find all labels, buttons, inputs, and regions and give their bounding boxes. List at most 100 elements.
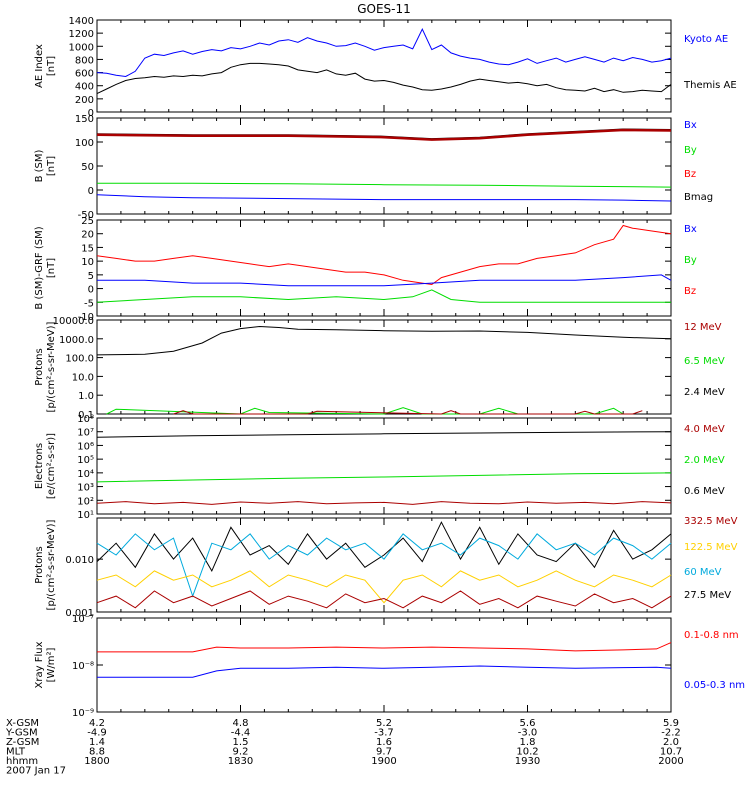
series-line xyxy=(96,128,672,141)
x-row-label: X-GSM xyxy=(6,718,39,729)
y-axis-unit: [p/(cm²-s-sr-MeV)] xyxy=(46,519,57,610)
legend-entry: 12 MeV xyxy=(684,322,722,333)
x-row-value: 1800 xyxy=(84,756,109,767)
panel-1: 0 200 400 600 800 1000 1200 1400 AE Index [nT] Kyo… xyxy=(34,16,737,119)
x-row-value: 1.6 xyxy=(376,737,392,748)
series-line xyxy=(106,407,624,415)
x-row-value: 9.7 xyxy=(376,747,392,758)
y-tick-label: 0.001 xyxy=(65,608,94,619)
x-row-value: -2.2 xyxy=(661,728,681,739)
plot-title: GOES-11 xyxy=(357,2,411,16)
y-tick-label: 10⁶ xyxy=(77,441,94,452)
legend-entry: Bz xyxy=(684,169,696,180)
x-row-value: 1930 xyxy=(515,756,540,767)
y-axis-label: AE Index xyxy=(34,44,45,88)
x-row-value: 10.2 xyxy=(516,747,538,758)
x-row-value: 5.2 xyxy=(376,718,392,729)
legend-entry: 60 MeV xyxy=(684,567,722,578)
x-row-label: Z-GSM xyxy=(6,737,39,748)
x-row-value: 5.6 xyxy=(520,718,536,729)
y-tick-label: 10000.0 xyxy=(53,316,94,327)
y-tick-label: 20 xyxy=(81,230,94,241)
series-line xyxy=(96,521,672,573)
y-tick-label: 10⁷ xyxy=(77,428,94,439)
panel-2: -50 0 50 100 150 B (SM) [nT] Bx By Bz Bmag xyxy=(34,114,713,221)
y-tick-label: 600 xyxy=(75,69,94,80)
y-tick-label: 10⁵ xyxy=(77,455,94,466)
series-line xyxy=(97,665,672,678)
x-row-value: 1.5 xyxy=(233,737,249,748)
y-tick-label: 0.010 xyxy=(65,555,94,566)
series-line xyxy=(96,224,672,286)
y-tick-label: 50 xyxy=(81,162,94,173)
series-line xyxy=(96,289,671,303)
panel-frame xyxy=(96,219,672,317)
legend-entry: 6.5 MeV xyxy=(684,356,725,367)
date-label: 2007 Jan 17 xyxy=(6,766,66,777)
panel-frame xyxy=(96,617,672,713)
y-tick-label: 100 xyxy=(75,138,94,149)
legend-entry: 0.6 MeV xyxy=(684,486,725,497)
legend-entry: By xyxy=(684,255,697,266)
y-tick-label: 100.0 xyxy=(65,354,94,365)
y-axis-label: B (SM) xyxy=(34,149,45,182)
x-row-value: 10.7 xyxy=(660,747,682,758)
y-axis-label: Protons xyxy=(34,546,45,583)
x-row-value: 1.8 xyxy=(520,737,536,748)
x-row-value: 2.0 xyxy=(663,737,679,748)
x-row-value: -3.0 xyxy=(518,728,538,739)
legend-entry: 0.1-0.8 nm xyxy=(684,630,739,641)
x-row-value: 5.9 xyxy=(663,718,679,729)
y-tick-label: 1000.0 xyxy=(59,335,94,346)
y-tick-label: 10¹ xyxy=(77,510,94,521)
series-line xyxy=(97,642,672,653)
legend-entry: Bz xyxy=(684,286,696,297)
legend-entry: Bx xyxy=(684,224,697,235)
series-line xyxy=(96,62,672,95)
y-axis-label: B (SM)-GRF (SM) xyxy=(34,226,45,309)
y-tick-label: -5 xyxy=(84,298,94,309)
legend-entry: 0.05-0.3 nm xyxy=(684,680,745,691)
panel-frame xyxy=(96,19,672,113)
legend-entry: 27.5 MeV xyxy=(684,590,731,601)
x-row-value: -4.9 xyxy=(87,728,107,739)
panel-6: 0.001 0.010 Protons [p/(cm²-s-sr-MeV)] 332.5… xyxy=(34,516,738,619)
y-tick-label: 10⁻⁷ xyxy=(72,614,94,625)
x-row-value: 1.4 xyxy=(89,737,105,748)
x-row-value: -3.7 xyxy=(374,728,394,739)
series-line xyxy=(96,472,672,483)
y-tick-label: -50 xyxy=(78,210,94,221)
x-row-value: 9.2 xyxy=(233,747,249,758)
series-line xyxy=(173,410,643,415)
y-tick-label: 200 xyxy=(75,95,94,106)
series-line xyxy=(96,431,672,438)
panel-4: 0.1 1.0 10.0 100.0 1000.0 10000.0 Protons [p/(c… xyxy=(34,316,725,421)
legend-entry: 332.5 MeV xyxy=(684,516,738,527)
x-row-value: 1830 xyxy=(228,756,253,767)
legend-entry: 122.5 MeV xyxy=(684,542,738,553)
y-tick-label: 10² xyxy=(77,496,94,507)
y-tick-label: 1200 xyxy=(69,29,94,40)
legend-entry: Themis AE xyxy=(683,80,737,91)
y-axis-label: Xray Flux xyxy=(34,641,45,688)
y-tick-label: 150 xyxy=(75,114,94,125)
x-row-value: 8.8 xyxy=(89,747,105,758)
x-row-value: 2000 xyxy=(658,756,683,767)
series-line xyxy=(96,325,672,356)
y-tick-label: 0 xyxy=(88,186,94,197)
legend-entry: 2.0 MeV xyxy=(684,455,725,466)
panel-frame xyxy=(96,517,672,613)
x-row-value: 4.8 xyxy=(233,718,249,729)
panel-frame xyxy=(96,319,672,415)
y-tick-label: 10 xyxy=(81,257,94,268)
x-row-label: MLT xyxy=(6,747,26,758)
x-row-value: 1900 xyxy=(371,756,396,767)
y-axis-label: Protons xyxy=(34,348,45,385)
y-axis-unit: [W/m²] xyxy=(46,647,57,682)
y-tick-label: 1.0 xyxy=(78,391,94,402)
legend-entry: By xyxy=(684,145,697,156)
y-axis-unit: [e/(cm²-s-sr)] xyxy=(46,433,57,499)
y-tick-label: 0 xyxy=(88,108,94,119)
